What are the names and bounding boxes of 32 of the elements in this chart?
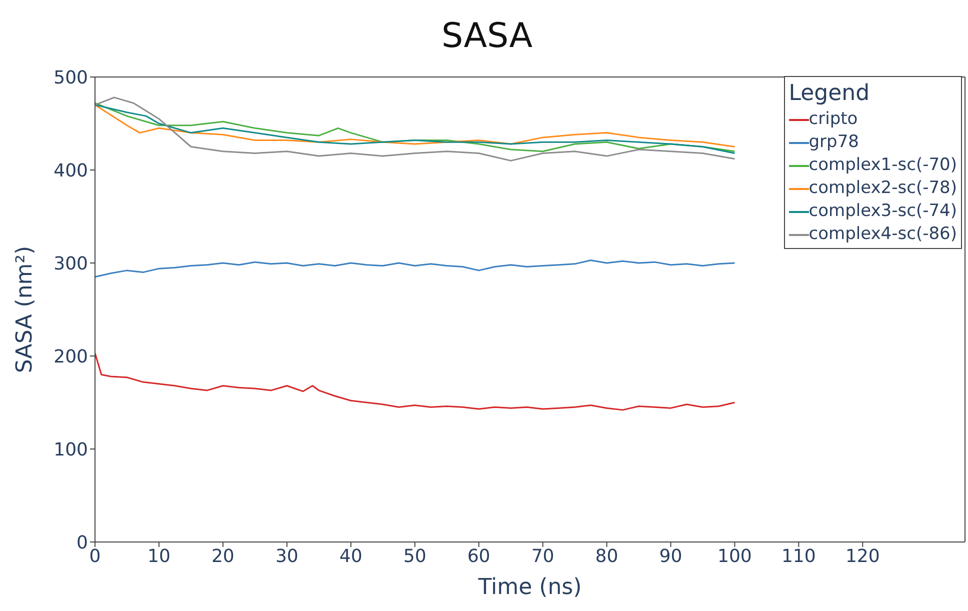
x-tick-label: 20 <box>211 546 234 567</box>
x-tick-label: 90 <box>659 546 682 567</box>
y-tick-label: 200 <box>54 346 88 368</box>
legend-label: complex4-sc(-86) <box>808 223 957 246</box>
x-tick-label: 60 <box>467 546 490 567</box>
x-tick-label: 0 <box>89 546 101 567</box>
x-tick-label: 50 <box>403 546 426 567</box>
x-tick-label: 120 <box>845 546 880 567</box>
line-series <box>95 96 736 162</box>
x-tick-label: 30 <box>275 546 298 567</box>
y-tick-label: 300 <box>54 253 88 274</box>
x-tick-label: 40 <box>339 546 362 567</box>
legend-label: complex2-sc(-78) <box>808 177 957 200</box>
x-tick-label: 10 <box>148 546 170 567</box>
y-tick-label: 500 <box>54 67 88 88</box>
legend-label: complex1-sc(-70) <box>808 154 957 177</box>
legend-label: cripto <box>808 108 858 131</box>
x-tick-label: 110 <box>781 546 816 567</box>
y-tick-label: 0 <box>76 532 88 554</box>
x-axis-title: Time (ns) <box>477 575 582 600</box>
y-tick-label: 400 <box>54 160 88 182</box>
x-tick-label: 80 <box>595 546 618 567</box>
x-tick-label: 100 <box>718 546 752 567</box>
line-series <box>95 352 736 411</box>
y-axis-title: SASA (nm²) <box>12 246 38 374</box>
y-tick-label: 100 <box>54 439 88 460</box>
legend-label: complex3-sc(-74) <box>808 200 957 223</box>
x-tick-label: 70 <box>531 546 554 567</box>
legend-label: grp78 <box>808 131 859 154</box>
legend-title: Legend <box>788 81 871 106</box>
chart-title: SASA <box>440 16 534 56</box>
line-series <box>95 259 736 278</box>
